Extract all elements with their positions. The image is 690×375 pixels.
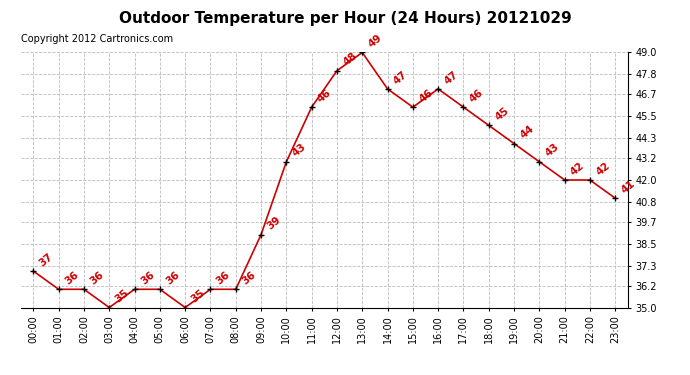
Text: 42: 42: [594, 160, 612, 177]
Text: 36: 36: [240, 270, 257, 286]
Text: 35: 35: [189, 288, 207, 305]
Text: 37: 37: [37, 251, 55, 268]
Text: 48: 48: [341, 51, 359, 68]
Text: 36: 36: [139, 270, 156, 286]
Text: 36: 36: [164, 270, 181, 286]
Text: Outdoor Temperature per Hour (24 Hours) 20121029: Outdoor Temperature per Hour (24 Hours) …: [119, 11, 571, 26]
Text: 46: 46: [417, 87, 435, 104]
Text: 46: 46: [468, 87, 485, 104]
Text: 42: 42: [569, 160, 586, 177]
Text: 43: 43: [544, 142, 561, 159]
Text: Copyright 2012 Cartronics.com: Copyright 2012 Cartronics.com: [21, 34, 172, 44]
Text: 44: 44: [518, 124, 536, 141]
Text: 41: 41: [620, 178, 637, 195]
Text: 47: 47: [442, 69, 460, 86]
Text: 45: 45: [493, 105, 511, 123]
Text: 46: 46: [316, 87, 333, 104]
Text: 35: 35: [113, 288, 131, 305]
Text: 43: 43: [290, 142, 308, 159]
Text: 49: 49: [366, 33, 384, 50]
Text: 36: 36: [215, 270, 232, 286]
Text: 36: 36: [88, 270, 106, 286]
Text: 47: 47: [392, 69, 409, 86]
Text: Temperature  (°F): Temperature (°F): [555, 27, 646, 37]
Text: 39: 39: [265, 215, 283, 232]
Text: 36: 36: [63, 270, 80, 286]
